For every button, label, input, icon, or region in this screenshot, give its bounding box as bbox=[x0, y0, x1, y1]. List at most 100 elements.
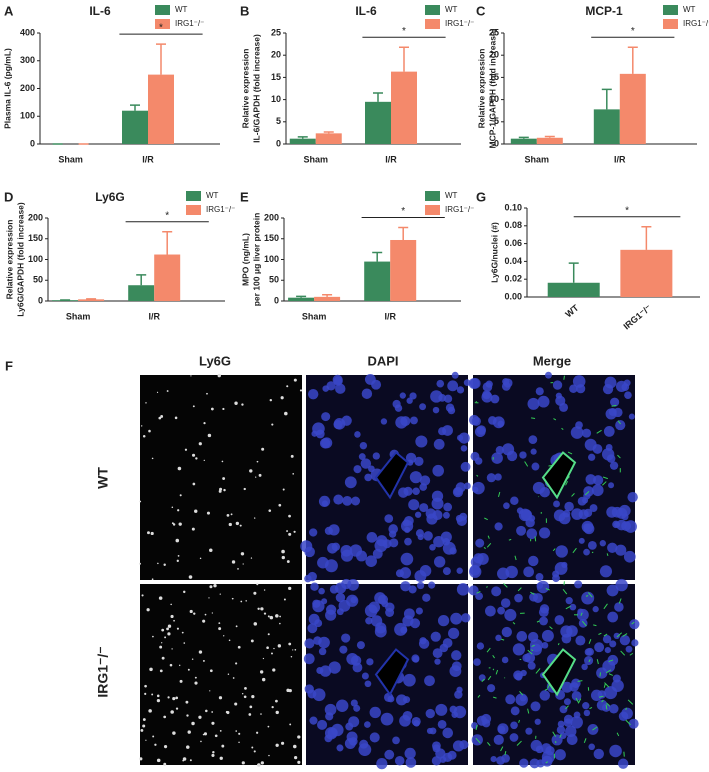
y-tick-label: 200 bbox=[20, 83, 35, 93]
cell-dot bbox=[289, 723, 292, 726]
cell-dot bbox=[199, 557, 202, 560]
green-stain bbox=[514, 555, 517, 561]
nucleus bbox=[603, 426, 615, 437]
green-stain bbox=[589, 706, 593, 710]
nucleus bbox=[501, 626, 512, 638]
legend-swatch bbox=[425, 5, 440, 15]
cell-dot bbox=[151, 693, 154, 696]
cell-dot bbox=[156, 758, 161, 763]
cell-dot bbox=[157, 562, 159, 565]
cell-dot bbox=[221, 460, 224, 463]
cell-dot bbox=[286, 385, 289, 388]
cell-dot bbox=[258, 473, 262, 477]
green-stain bbox=[527, 708, 530, 714]
nucleus bbox=[503, 502, 510, 510]
green-stain bbox=[611, 404, 617, 407]
cell-dot bbox=[192, 453, 196, 457]
green-stain bbox=[553, 418, 557, 421]
cell-dot bbox=[288, 642, 292, 646]
nucleus bbox=[493, 734, 504, 745]
cell-dot bbox=[154, 743, 157, 746]
green-stain bbox=[565, 605, 571, 610]
nucleus bbox=[565, 597, 573, 605]
nucleus bbox=[365, 617, 373, 625]
nucleus bbox=[558, 512, 571, 525]
nucleus bbox=[528, 435, 538, 445]
nucleus bbox=[565, 725, 577, 738]
cell-dot bbox=[240, 600, 243, 603]
nucleus bbox=[358, 453, 366, 461]
micrograph bbox=[139, 373, 303, 581]
cell-dot bbox=[251, 746, 254, 749]
green-stain bbox=[519, 691, 524, 696]
bar bbox=[365, 101, 391, 144]
cell-dot bbox=[237, 568, 239, 570]
nucleus bbox=[510, 706, 520, 716]
nucleus bbox=[456, 567, 463, 574]
nucleus bbox=[529, 758, 540, 769]
cell-dot bbox=[172, 697, 176, 701]
cell-dot bbox=[279, 622, 281, 625]
nucleus bbox=[419, 503, 429, 513]
chart: G Ly6G/nuclei (#) 0.00 0.02 0.04 0.06 0.08 0.10… bbox=[476, 189, 700, 332]
chart: D Ly6G Relative expression Ly6G/GAPDH (fold… bbox=[4, 189, 235, 321]
green-stain bbox=[622, 633, 628, 637]
green-stain bbox=[562, 589, 568, 595]
nucleus bbox=[452, 740, 465, 752]
nucleus bbox=[560, 625, 573, 638]
y-axis-label: per 100 μg liver protein bbox=[251, 213, 261, 307]
nucleus bbox=[319, 665, 332, 677]
cell-dot bbox=[260, 607, 264, 611]
cell-dot bbox=[194, 676, 197, 679]
nucleus bbox=[429, 543, 436, 551]
cell-dot bbox=[299, 389, 303, 392]
nucleus bbox=[535, 387, 544, 396]
green-stain bbox=[605, 669, 612, 674]
error-bar bbox=[296, 295, 307, 298]
green-stain bbox=[583, 738, 587, 743]
green-stain bbox=[599, 695, 604, 698]
cell-dot bbox=[177, 466, 182, 471]
significance-label: * bbox=[402, 26, 406, 37]
nucleus bbox=[530, 448, 537, 455]
column-header: Ly6G bbox=[199, 353, 231, 368]
green-stain bbox=[572, 547, 577, 554]
cell-dot bbox=[238, 732, 241, 735]
cell-dot bbox=[175, 538, 180, 543]
nucleus bbox=[469, 565, 482, 578]
nucleus bbox=[410, 416, 418, 425]
green-stain bbox=[604, 682, 610, 688]
cell-dot bbox=[179, 679, 183, 683]
nucleus bbox=[425, 508, 436, 519]
nucleus bbox=[372, 452, 380, 460]
nucleus bbox=[582, 701, 590, 710]
nucleus bbox=[585, 474, 596, 485]
green-stain bbox=[627, 699, 634, 705]
vessel bbox=[374, 451, 410, 500]
cell-dot bbox=[149, 667, 153, 672]
cell-dot bbox=[194, 509, 198, 513]
nucleus bbox=[609, 640, 617, 648]
nucleus bbox=[605, 444, 613, 451]
green-stain bbox=[577, 698, 582, 704]
green-stain bbox=[518, 719, 520, 723]
green-stain bbox=[588, 659, 591, 663]
nucleus bbox=[485, 380, 493, 388]
cell-dot bbox=[202, 619, 206, 623]
cell-dot bbox=[219, 756, 223, 760]
nucleus bbox=[555, 545, 568, 558]
nucleus bbox=[415, 607, 423, 615]
nucleus bbox=[321, 598, 328, 605]
nucleus bbox=[317, 719, 328, 730]
nucleus bbox=[570, 426, 584, 439]
nucleus bbox=[607, 542, 618, 553]
nucleus bbox=[325, 712, 334, 721]
nucleus bbox=[501, 656, 509, 664]
nucleus bbox=[408, 499, 420, 511]
cell-dot bbox=[148, 429, 151, 433]
bar bbox=[78, 299, 105, 301]
y-tick-label: 0.10 bbox=[504, 202, 522, 212]
nucleus bbox=[307, 571, 317, 582]
nucleus bbox=[438, 394, 447, 402]
nucleus bbox=[341, 415, 352, 426]
